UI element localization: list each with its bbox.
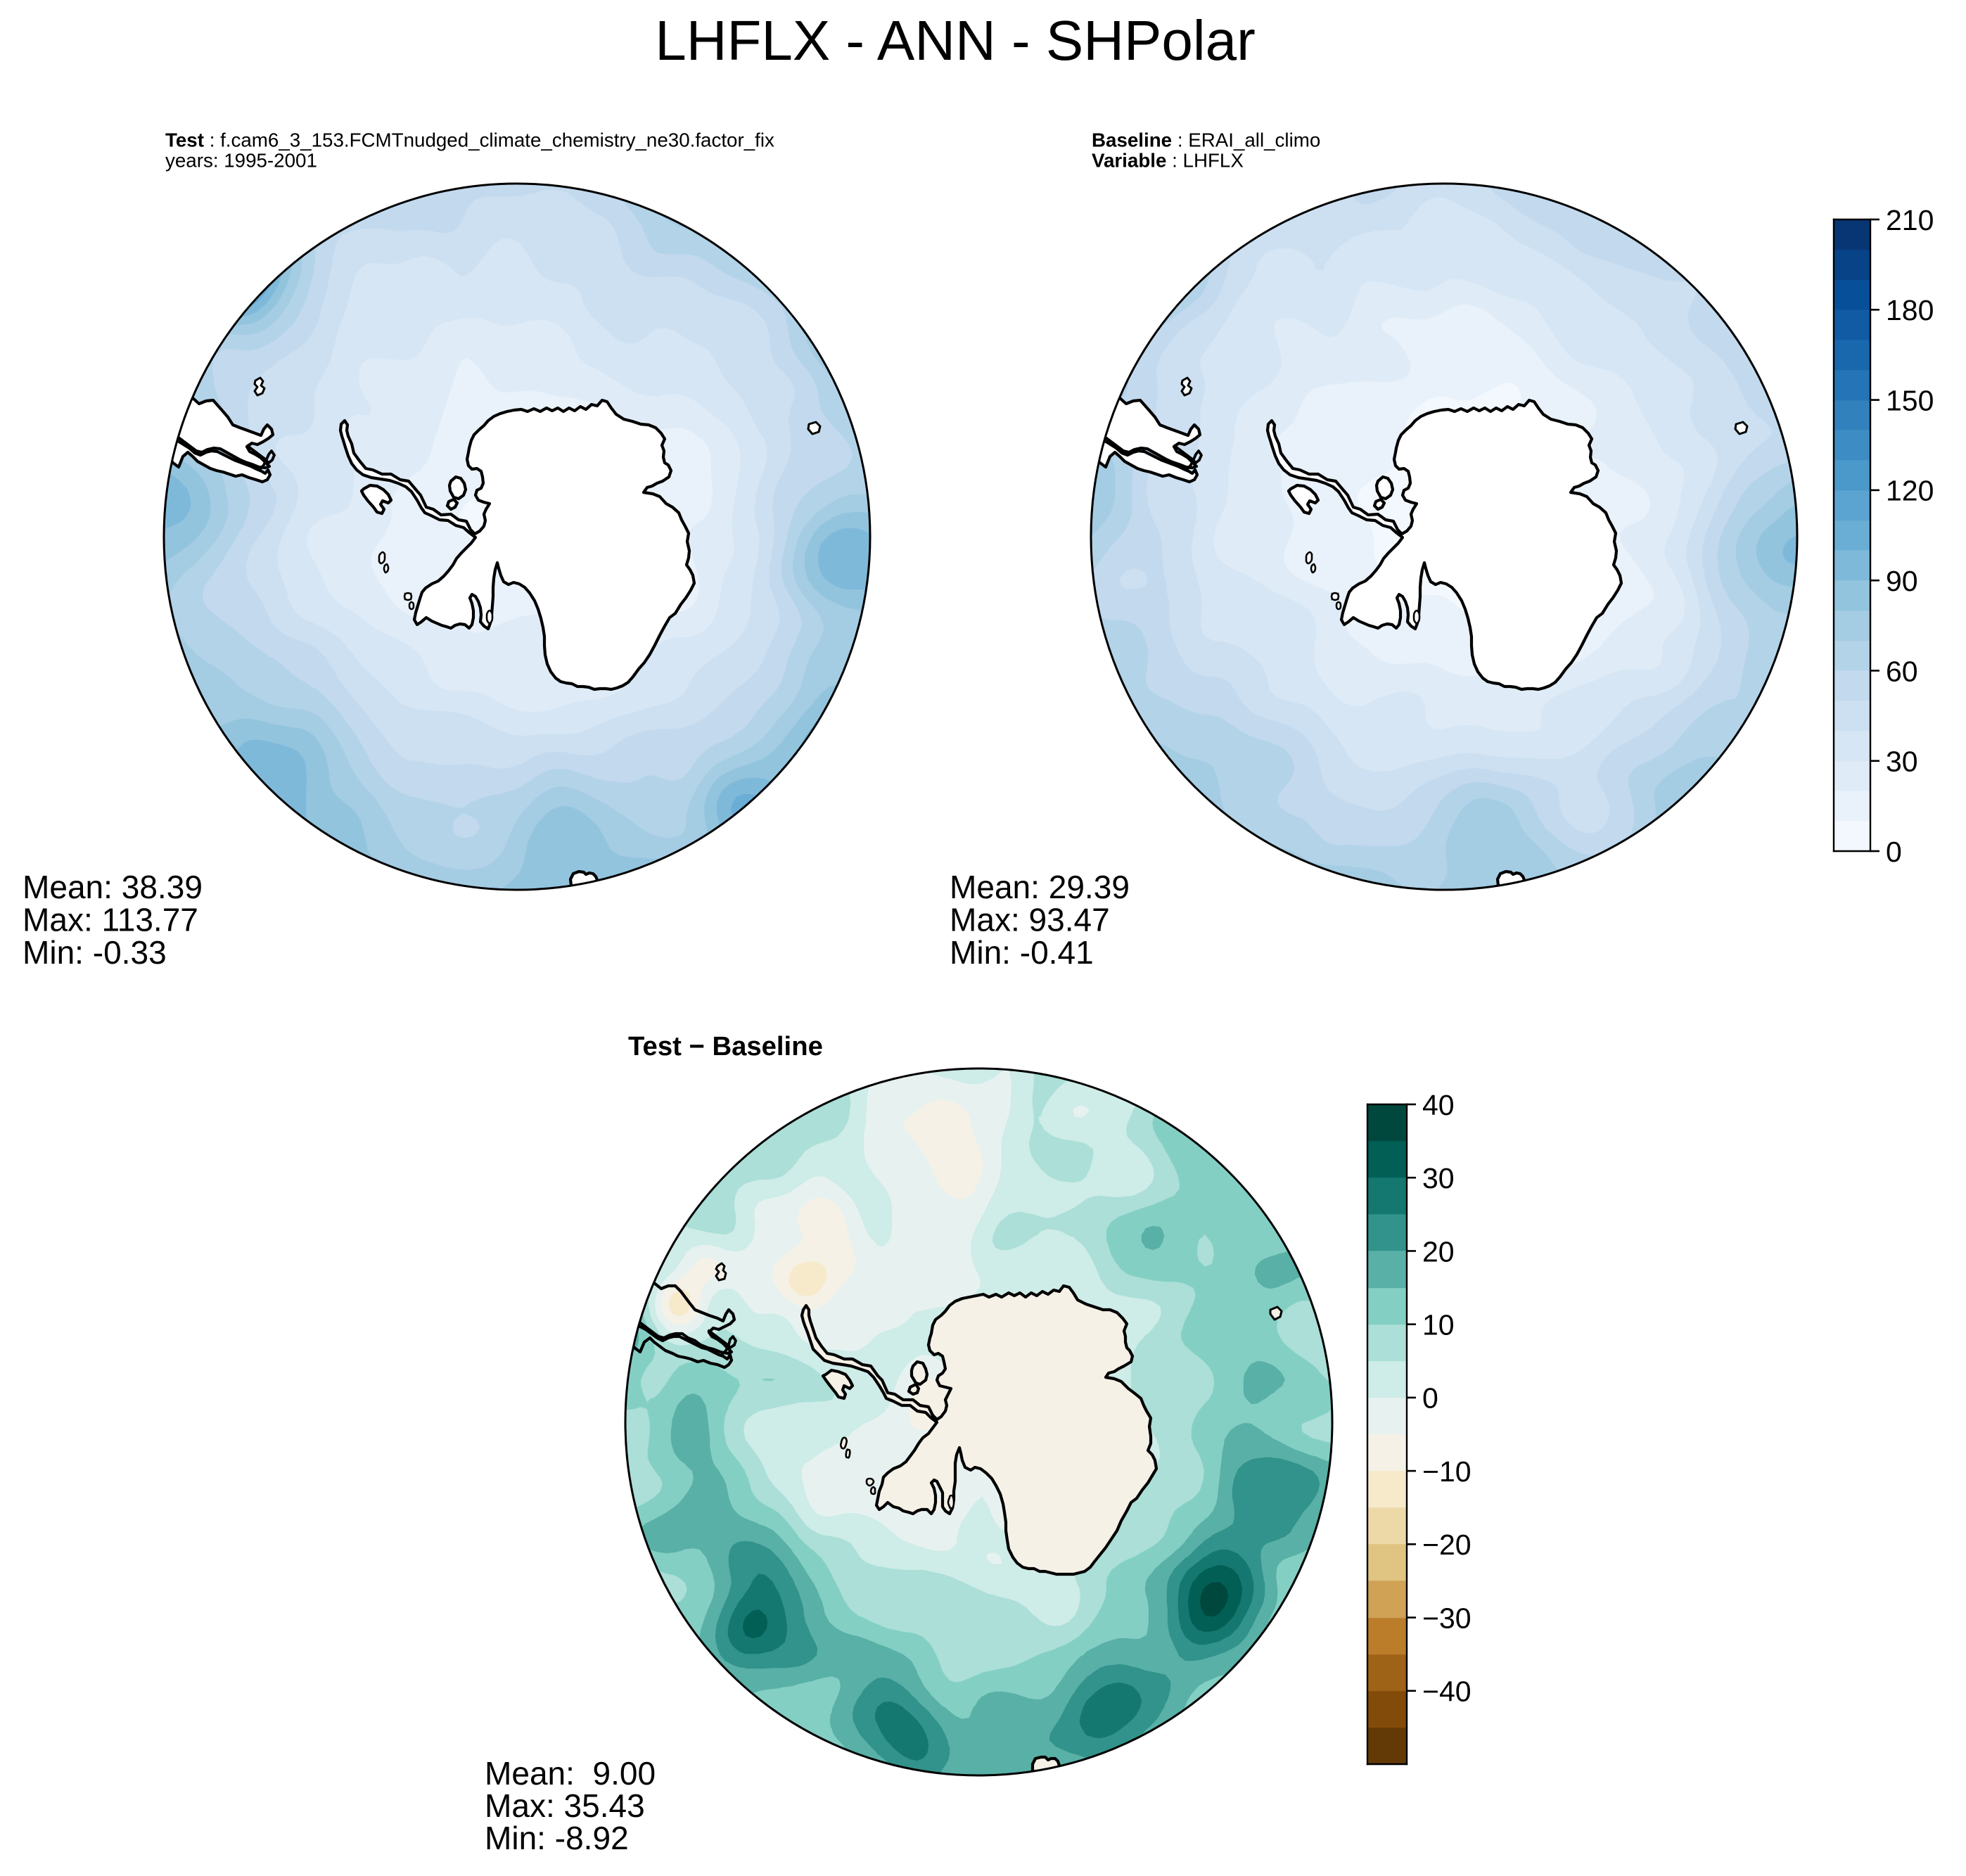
svg-text:60: 60 xyxy=(1886,655,1918,687)
svg-text:Min: -0.41: Min: -0.41 xyxy=(950,934,1094,971)
svg-text:Max: 113.77: Max: 113.77 xyxy=(23,902,198,938)
svg-text:0: 0 xyxy=(1886,836,1902,868)
svg-text:30: 30 xyxy=(1422,1162,1455,1194)
svg-text:−20: −20 xyxy=(1422,1529,1472,1561)
svg-text:10: 10 xyxy=(1422,1309,1455,1341)
svg-text:150: 150 xyxy=(1886,384,1934,416)
svg-text:Variable: Variable xyxy=(1092,150,1166,172)
svg-text:Mean: 38.39: Mean: 38.39 xyxy=(23,869,203,905)
svg-text:Baseline: Baseline xyxy=(1092,129,1172,151)
svg-text:Test: Test xyxy=(165,129,204,151)
svg-text:−40: −40 xyxy=(1422,1676,1472,1708)
svg-text:Test − Baseline: Test − Baseline xyxy=(628,1031,823,1061)
svg-text:210: 210 xyxy=(1886,204,1934,236)
svg-text:years: 1995-2001: years: 1995-2001 xyxy=(165,150,317,172)
svg-text:LHFLX - ANN - SHPolar: LHFLX - ANN - SHPolar xyxy=(655,9,1256,72)
svg-text:−30: −30 xyxy=(1422,1602,1472,1634)
svg-text:Max: 93.47: Max: 93.47 xyxy=(950,902,1110,938)
svg-text:Min: -8.92: Min: -8.92 xyxy=(485,1820,629,1856)
svg-text:−10: −10 xyxy=(1422,1455,1472,1488)
svg-text:Max: 35.43: Max: 35.43 xyxy=(485,1787,645,1824)
svg-text:: f.cam6_3_153.FCMTnudged_clim: : f.cam6_3_153.FCMTnudged_climate_chemis… xyxy=(204,129,774,151)
svg-text:90: 90 xyxy=(1886,565,1918,597)
svg-text:0: 0 xyxy=(1422,1382,1438,1415)
svg-text:: ERAI_all_climo: : ERAI_all_climo xyxy=(1172,129,1320,151)
svg-text:Mean: 29.39: Mean: 29.39 xyxy=(950,869,1130,905)
svg-text:: LHFLX: : LHFLX xyxy=(1166,150,1243,172)
svg-text:20: 20 xyxy=(1422,1235,1455,1268)
svg-text:180: 180 xyxy=(1886,294,1934,326)
svg-text:Mean: 9.00: Mean: 9.00 xyxy=(485,1755,656,1792)
svg-text:40: 40 xyxy=(1422,1089,1455,1121)
svg-text:30: 30 xyxy=(1886,746,1918,778)
svg-text:120: 120 xyxy=(1886,475,1934,507)
svg-text:Min: -0.33: Min: -0.33 xyxy=(23,934,167,971)
